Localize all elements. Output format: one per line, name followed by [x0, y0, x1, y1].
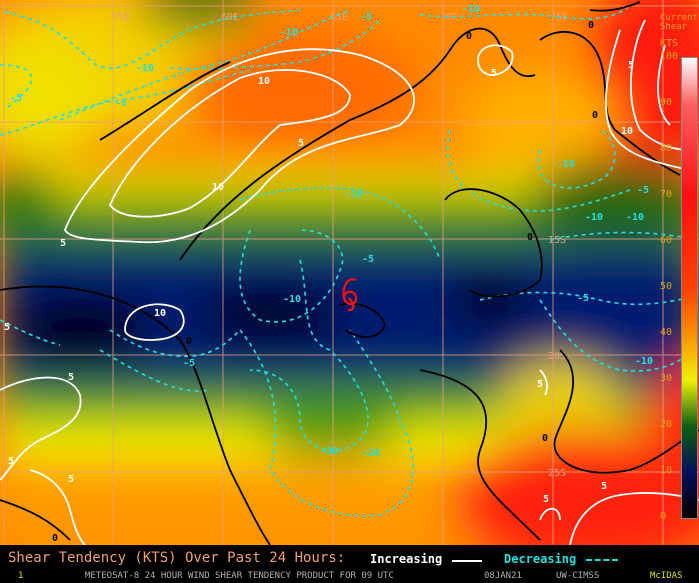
lat-label: 20S — [548, 351, 566, 362]
lon-label: 70E — [440, 12, 458, 23]
contour-label: 5 — [628, 60, 634, 71]
legend-title: Shear Tendency (KTS) Over Past 24 Hours: — [8, 550, 346, 566]
increasing-line-sample — [452, 560, 482, 562]
legend-footer: Shear Tendency (KTS) Over Past 24 Hours:… — [0, 545, 699, 583]
contour-label: 0 — [592, 110, 598, 121]
contour-label: 10 — [621, 126, 633, 137]
decreasing-line-sample — [586, 559, 618, 561]
colorbar-tick-label: 100 — [660, 51, 679, 62]
contour-label: -10 — [136, 63, 154, 74]
increasing-contours — [0, 19, 699, 545]
contour-label: -5 — [637, 185, 649, 196]
zero-contours — [0, 1, 699, 545]
lat-label: 15S — [548, 235, 566, 246]
colorbar-gradient — [681, 57, 698, 519]
contour-label: -5 — [10, 93, 22, 104]
contour-label: -20 — [362, 448, 380, 459]
contour-label: 5 — [601, 481, 607, 492]
colorbar-tick-label: 20 — [660, 419, 673, 430]
contour-label: 5 — [4, 322, 10, 333]
shear-field — [0, 0, 699, 545]
colorbar-title-line1: Current — [660, 13, 698, 23]
contour-label: 0 — [466, 31, 472, 42]
colorbar-tick-label: 10 — [660, 465, 673, 476]
contour-label: -10 — [557, 159, 575, 170]
contour-label: -5 — [577, 293, 589, 304]
lon-label: 55E — [112, 12, 130, 23]
lat-lon-grid — [0, 0, 699, 545]
zero-labels: 0 0 0 0 0 0 0 — [52, 20, 598, 544]
colorbar-tick-label: 50 — [660, 281, 673, 292]
colorbar-title-line2: Shear — [660, 22, 688, 32]
contour-label: 0 — [588, 20, 594, 31]
tropical-cyclone-icon — [342, 278, 358, 312]
contour-label: 0 — [542, 433, 548, 444]
colorbar-tick-label: 0 — [660, 511, 667, 522]
contour-label: 5 — [8, 456, 14, 467]
contour-label: 5 — [298, 138, 304, 149]
contour-label: 5 — [68, 474, 74, 485]
product-date: 08JAN21 — [484, 571, 522, 581]
contour-label: -5 — [362, 254, 374, 265]
contour-label: -30 — [320, 446, 338, 457]
increasing-label: Increasing — [370, 552, 443, 566]
contour-label: 0 — [186, 336, 192, 347]
contour-label: -5 — [360, 12, 372, 23]
colorbar-tick-label: 90 — [660, 97, 673, 108]
contour-label: -10 — [283, 294, 301, 305]
contour-label: -5 — [183, 358, 195, 369]
contour-label: -10 — [345, 189, 363, 200]
contour-label: 10 — [212, 182, 224, 193]
contour-label: 5 — [543, 494, 549, 505]
contour-label: -10 — [462, 4, 480, 15]
contour-label: 5 — [537, 379, 543, 390]
colorbar-tick-label: 80 — [660, 143, 673, 154]
product-description: METEOSAT-8 24 HOUR WIND SHEAR TENDENCY P… — [85, 571, 394, 581]
contour-label: 10 — [154, 308, 166, 319]
colorbar-tick-label: 40 — [660, 327, 673, 338]
contour-label: -5 — [115, 98, 127, 109]
decreasing-label: Decreasing — [504, 552, 577, 566]
lat-label: 25S — [548, 468, 566, 479]
lon-label: 65E — [330, 12, 348, 23]
increasing-labels: 5 10 10 5 10 5 5 5 5 10 5 5 5 5 5 — [4, 60, 634, 505]
decreasing-labels: -10 -5 -10 -5 -10 -5 -10 -10 -10 -10 -5 … — [10, 4, 653, 459]
frame-number: 1 — [18, 571, 24, 581]
product-source: UW-CIMSS — [556, 571, 600, 581]
contour-label: 5 — [68, 372, 74, 383]
colorbar-tick-label: 30 — [660, 373, 673, 384]
contour-label: 5 — [491, 68, 497, 79]
contour-label: 0 — [527, 232, 533, 243]
contour-labels: 5 10 10 5 10 5 5 5 5 10 5 5 5 5 5 0 0 0 … — [4, 4, 653, 544]
contour-label: 0 — [52, 533, 58, 544]
contour-label: -10 — [280, 27, 298, 38]
colorbar-tick-label: 70 — [660, 189, 673, 200]
contour-label: -10 — [635, 356, 653, 367]
colorbar-tick-label: 60 — [660, 235, 673, 246]
software-label: McIDAS — [650, 571, 683, 581]
contour-label: -10 — [626, 212, 644, 223]
contour-label: -10 — [585, 212, 603, 223]
contour-label: 10 — [258, 76, 270, 87]
colorbar-units: KTS — [660, 38, 679, 49]
lon-label: 60E — [221, 12, 239, 23]
shear-tendency-map: 55E 60E 65E 70E 75E 15S 20S 25S — [0, 0, 699, 545]
contour-label: 5 — [60, 238, 66, 249]
